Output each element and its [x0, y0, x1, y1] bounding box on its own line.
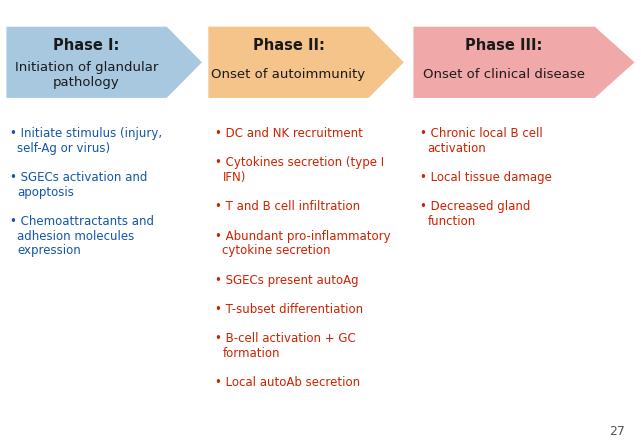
Text: Initiation of glandular
pathology: Initiation of glandular pathology — [15, 61, 158, 89]
Text: • Local tissue damage: • Local tissue damage — [420, 171, 552, 184]
Text: function: function — [428, 215, 476, 228]
Text: • Chemoattractants and: • Chemoattractants and — [10, 215, 154, 228]
Text: Phase III:: Phase III: — [465, 38, 543, 53]
Text: apoptosis: apoptosis — [17, 186, 74, 198]
Polygon shape — [208, 27, 404, 98]
Text: adhesion molecules: adhesion molecules — [17, 230, 135, 243]
Text: • Cytokines secretion (type I: • Cytokines secretion (type I — [215, 156, 384, 169]
Text: self-Ag or virus): self-Ag or virus) — [17, 142, 110, 154]
Text: IFN): IFN) — [222, 171, 246, 184]
Text: expression: expression — [17, 244, 81, 257]
Text: • Initiate stimulus (injury,: • Initiate stimulus (injury, — [10, 127, 162, 140]
Text: • Abundant pro-inflammatory: • Abundant pro-inflammatory — [215, 230, 390, 243]
Text: Onset of clinical disease: Onset of clinical disease — [423, 68, 585, 81]
Text: • Chronic local B cell: • Chronic local B cell — [420, 127, 542, 140]
Text: • DC and NK recruitment: • DC and NK recruitment — [215, 127, 363, 140]
Text: Phase I:: Phase I: — [53, 38, 120, 53]
Text: • T and B cell infiltration: • T and B cell infiltration — [215, 200, 360, 213]
Text: Onset of autoimmunity: Onset of autoimmunity — [212, 68, 365, 81]
Text: • T-subset differentiation: • T-subset differentiation — [215, 303, 363, 316]
Polygon shape — [6, 27, 202, 98]
Text: • Decreased gland: • Decreased gland — [420, 200, 530, 213]
Text: • SGECs activation and: • SGECs activation and — [10, 171, 147, 184]
Text: cytokine secretion: cytokine secretion — [222, 244, 331, 257]
Text: • SGECs present autoAg: • SGECs present autoAg — [215, 274, 358, 287]
Polygon shape — [413, 27, 635, 98]
Text: 27: 27 — [609, 425, 625, 438]
Text: activation: activation — [428, 142, 487, 154]
Text: • Local autoAb secretion: • Local autoAb secretion — [215, 376, 360, 389]
Text: • B-cell activation + GC: • B-cell activation + GC — [215, 332, 356, 345]
Text: Phase II:: Phase II: — [253, 38, 324, 53]
Text: formation: formation — [222, 347, 280, 360]
